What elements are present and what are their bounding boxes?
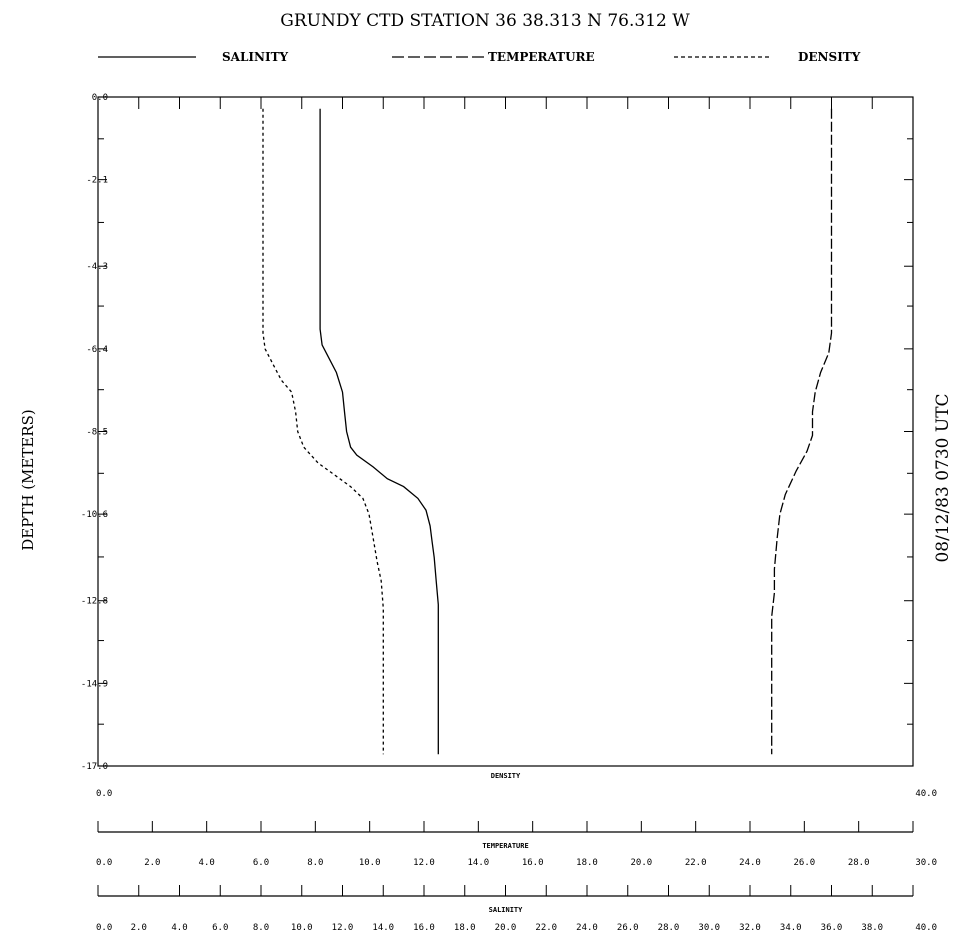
- legend: SALINITY TEMPERATURE DENSITY: [98, 50, 861, 64]
- legend-salinity-label: SALINITY: [222, 50, 289, 64]
- series-density: [262, 108, 384, 755]
- y-tick-label: -12.8: [81, 597, 108, 607]
- y-tick-label: -8.5: [86, 428, 108, 438]
- x-axis-title-temperature: TEMPERATURE: [482, 842, 528, 850]
- x-tick-label-temperature: 20.0: [630, 858, 652, 868]
- x-tick-label-salinity: 22.0: [535, 923, 557, 933]
- y-tick-label: -2.1: [86, 176, 108, 186]
- x-tick-label-salinity: 38.0: [861, 923, 883, 933]
- x-tick-label-salinity: 32.0: [739, 923, 761, 933]
- x-tick-label-salinity: 16.0: [413, 923, 435, 933]
- x-tick-label-salinity: 26.0: [617, 923, 639, 933]
- date-stamp: 08/12/83 0730 UTC: [933, 393, 953, 562]
- y-tick-label: -14.9: [81, 679, 108, 689]
- x-axes: DENSITY 0.0 40.0 TEMPERATURE 0.0 2.0 4.0 6.0 8.0…: [96, 772, 937, 933]
- x-tick-label-temperature: 30.0: [915, 858, 937, 868]
- x-tick-label-salinity: 10.0: [291, 923, 313, 933]
- y-tick-label: -4.3: [86, 262, 108, 272]
- series-salinity: [319, 108, 439, 755]
- x-tick-label-temperature: 10.0: [359, 858, 381, 868]
- top-ticks: [97, 97, 914, 109]
- x-tick-label-salinity: 34.0: [780, 923, 802, 933]
- x-tick-label-salinity: 2.0: [131, 923, 147, 933]
- x-tick-label-salinity: 8.0: [253, 923, 269, 933]
- x-tick-label-temperature: 2.0: [144, 858, 160, 868]
- x-axis-title-density: DENSITY: [491, 772, 521, 780]
- x-tick-label-salinity: 40.0: [915, 923, 937, 933]
- x-tick-label-temperature: 0.0: [96, 858, 112, 868]
- x-tick-label-salinity: 4.0: [171, 923, 187, 933]
- x-tick-label-salinity: 14.0: [372, 923, 394, 933]
- x-tick-label-temperature: 28.0: [848, 858, 870, 868]
- x-tick-label-temperature: 12.0: [413, 858, 435, 868]
- x-tick-label-salinity: 24.0: [576, 923, 598, 933]
- y-tick-label: -10.6: [81, 510, 108, 520]
- x-tick-label-temperature: 26.0: [793, 858, 815, 868]
- legend-temperature-label: TEMPERATURE: [488, 50, 595, 64]
- x-tick-label-temperature: 14.0: [467, 858, 489, 868]
- x-tick-label-salinity: 20.0: [495, 923, 517, 933]
- y-axis-label: DEPTH (METERS): [19, 409, 37, 550]
- x-tick-label-temperature: 18.0: [576, 858, 598, 868]
- x-tick-label-salinity: 18.0: [454, 923, 476, 933]
- x-tick-label-temperature: 24.0: [739, 858, 761, 868]
- series-group: [262, 108, 833, 755]
- x-tick-label-temperature: 22.0: [685, 858, 707, 868]
- x-tick-label-salinity: 36.0: [821, 923, 843, 933]
- x-axis-title-salinity: SALINITY: [489, 906, 524, 914]
- x-tick-label-temperature: 4.0: [199, 858, 215, 868]
- x-tick-label-salinity: 12.0: [332, 923, 354, 933]
- x-tick-label-temperature: 8.0: [307, 858, 323, 868]
- x-tick-label-salinity: 6.0: [212, 923, 228, 933]
- x-tick-label-temperature: 16.0: [522, 858, 544, 868]
- x-tick-label-temperature: 6.0: [253, 858, 269, 868]
- y-tick-label: -17.0: [81, 762, 108, 772]
- x-tick-label-salinity: 30.0: [698, 923, 720, 933]
- legend-density-label: DENSITY: [798, 50, 861, 64]
- x-tick-label-salinity: 28.0: [658, 923, 680, 933]
- plot-frame: [97, 96, 914, 767]
- series-temperature: [771, 108, 833, 755]
- y-tick-label: -6.4: [86, 345, 108, 355]
- y-axis-ticks: 0.0 -2.1 -4.3 -6.4 -8.5 -10.6 -12.8 -14.9 -17.0: [81, 93, 913, 772]
- x-tick-label-salinity: 0.0: [96, 923, 112, 933]
- x-tick-label-density: 0.0: [96, 789, 112, 799]
- y-tick-label: 0.0: [92, 93, 108, 103]
- chart-title: GRUNDY CTD STATION 36 38.313 N 76.312 W: [280, 11, 690, 31]
- x-tick-label-density: 40.0: [915, 789, 937, 799]
